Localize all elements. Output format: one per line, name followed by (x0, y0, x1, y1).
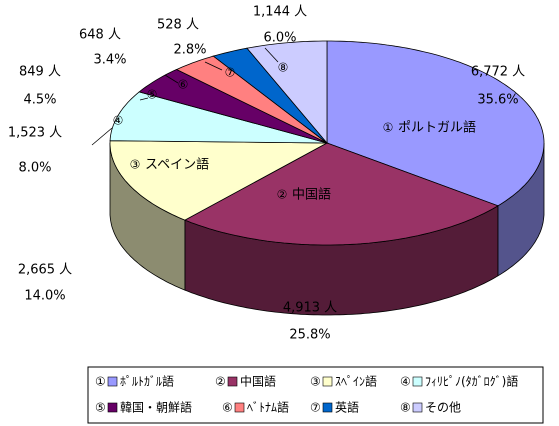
slice-label: 中国語 (292, 187, 331, 203)
slice (138, 69, 328, 144)
legend-marker: ③ (310, 375, 321, 389)
value-label: 1,523 人 (8, 126, 62, 141)
legend-marker: ⑦ (310, 401, 321, 415)
leader-line (164, 74, 179, 84)
legend-swatch (107, 376, 118, 387)
share-label: 25.8% (289, 328, 330, 343)
slice-marker: ③ (130, 158, 141, 172)
leader-line (204, 61, 223, 71)
legend-label: ﾌｨﾘﾋﾟﾉ(ﾀｶﾞﾛｸﾞ)語 (425, 374, 518, 389)
legend-marker: ⑤ (95, 401, 106, 415)
value-label: 4,913 人 (283, 301, 337, 316)
legend-label: 韓国・朝鮮語 (120, 400, 192, 415)
share-label: 35.6% (477, 93, 518, 108)
slice-marker: ② (277, 188, 288, 202)
leader-line (91, 127, 113, 146)
leader-line (264, 47, 279, 63)
legend-swatch (107, 402, 118, 413)
slice (246, 40, 328, 145)
legend-marker: ④ (400, 375, 411, 389)
share-label: 4.5% (23, 93, 56, 108)
legend-swatch (322, 376, 333, 387)
share-label: 6.0% (263, 31, 296, 46)
slice-marker: ① (383, 121, 394, 135)
slice-marker: ⑦ (225, 66, 236, 80)
legend: ① ﾎﾟﾙﾄｶﾞﾙ語 ② 中国語 ③ ｽﾍﾟｲﾝ語 ④ ﾌｨﾘﾋﾟﾉ(ﾀｶﾞﾛｸﾞ)語 ⑤ 韓国・… (95, 374, 518, 415)
slice-marker: ⑧ (278, 61, 289, 75)
legend-label: その他 (425, 401, 461, 415)
slice (212, 47, 328, 144)
share-label: 14.0% (24, 289, 65, 304)
legend-swatch (412, 376, 423, 387)
slice (109, 140, 329, 221)
legend-label: ﾍﾞﾄﾅﾑ語 (247, 400, 289, 415)
slice-label: ポルトガル語 (398, 120, 476, 136)
legend-label: ﾎﾟﾙﾄｶﾞﾙ語 (120, 374, 174, 389)
labels: 6,772 人 35.6% ① ポルトガル語 4,913 人 25.8% ② 中国語 2,665… (8, 5, 525, 343)
legend-label: 中国語 (240, 374, 276, 389)
legend-swatch (234, 402, 245, 413)
legend-marker: ⑧ (400, 401, 411, 415)
legend-swatch (412, 402, 423, 413)
value-label: 1,144 人 (253, 5, 307, 20)
legend-swatch (227, 376, 238, 387)
slice-marker: ④ (113, 114, 124, 128)
legend-marker: ② (215, 375, 226, 389)
legend-swatch (322, 402, 333, 413)
value-label: 849 人 (19, 65, 61, 80)
value-label: 528 人 (157, 18, 199, 33)
share-label: 2.8% (173, 43, 206, 58)
share-label: 8.0% (18, 161, 51, 176)
legend-marker: ① (95, 375, 106, 389)
pie (109, 40, 545, 316)
slice-marker: ⑥ (178, 78, 189, 92)
slice-marker: ⑤ (147, 88, 158, 102)
slice-label: スペイン語 (145, 157, 209, 173)
legend-label: ｽﾍﾟｲﾝ語 (335, 374, 377, 389)
slice (109, 91, 328, 144)
legend-marker: ⑥ (222, 401, 233, 415)
value-label: 2,665 人 (18, 263, 72, 278)
value-label: 648 人 (79, 28, 121, 43)
leader-line (139, 97, 149, 101)
slice (183, 142, 499, 246)
legend-label: 英語 (335, 400, 359, 415)
legend-box (87, 366, 544, 424)
slice (175, 55, 328, 144)
slice (326, 40, 545, 207)
value-label: 6,772 人 (471, 65, 525, 80)
share-label: 3.4% (93, 53, 126, 68)
